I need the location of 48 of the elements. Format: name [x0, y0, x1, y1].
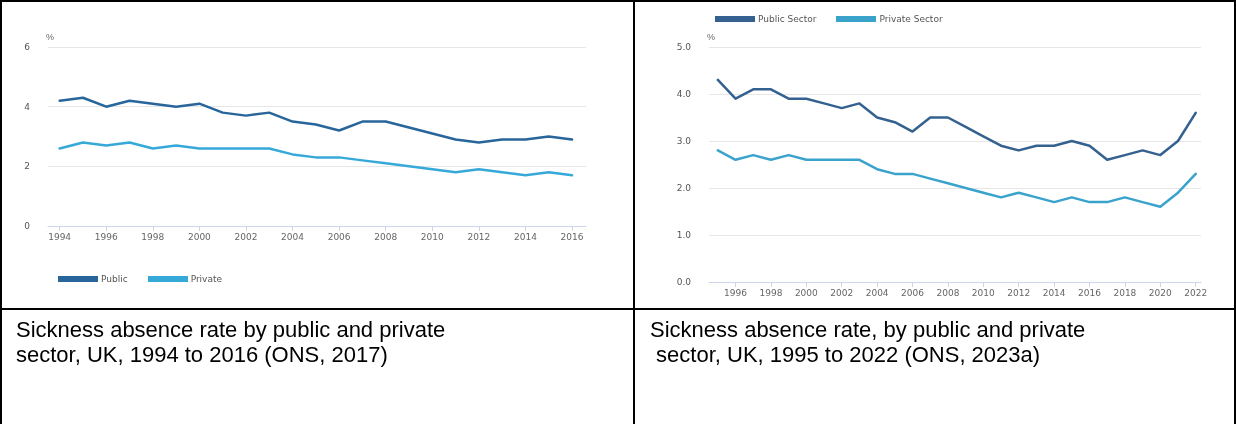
x-tick-label: 2004 [865, 287, 889, 298]
x-tick-label: 2012 [467, 231, 491, 242]
line-series [716, 78, 1197, 162]
x-tick-label: 1998 [759, 287, 783, 298]
x-tick-label: 2000 [794, 287, 819, 298]
x-tick-label: 2014 [1042, 287, 1066, 298]
y-tick-label: 0 [24, 221, 31, 231]
y-tick-label: 4.0 [676, 89, 692, 99]
x-tick-label: 2010 [971, 287, 996, 298]
x-tick-label: 2002 [830, 287, 854, 298]
line-series [716, 149, 1197, 209]
x-tick-label: 2004 [281, 231, 305, 242]
x-tick-label: 2008 [936, 287, 960, 298]
x-tick-label: 2014 [513, 231, 538, 242]
y-axis-title: % [46, 31, 55, 42]
x-tick-label: 1994 [48, 231, 72, 242]
legend-label: Private Sector [879, 14, 943, 24]
line-series [58, 141, 574, 177]
x-tick-label: 1996 [94, 231, 118, 242]
y-axis-title: % [707, 31, 716, 42]
y-tick-label: 2.0 [676, 183, 692, 193]
y-tick-label: 6 [24, 42, 31, 52]
text: Sickness absence rate, by public and private sector, UK, 1995 to 2022 (ONS, 2023a) [650, 317, 1086, 367]
x-tick-label: 2000 [187, 231, 212, 242]
y-tick-label: 1.0 [676, 230, 692, 240]
x-tick-label: 2018 [1113, 287, 1137, 298]
y-tick-label: 0.0 [676, 277, 692, 287]
y-tick-label: 3.0 [676, 136, 692, 146]
x-tick-label: 2006 [327, 231, 351, 242]
x-tick-label: 2008 [374, 231, 398, 242]
y-tick-label: 4 [24, 101, 31, 112]
x-tick-label: 2012 [1007, 287, 1031, 298]
y-tick-label: 2 [24, 161, 30, 172]
x-tick-label: 2022 [1184, 287, 1208, 298]
line-series [58, 96, 574, 144]
x-tick-label: 1996 [724, 287, 748, 298]
x-tick-label: 2020 [1148, 287, 1173, 298]
legend-label: Public [101, 274, 128, 284]
x-tick-label: 1998 [141, 231, 165, 242]
y-tick-label: 5.0 [676, 42, 692, 52]
x-tick-label: 2016 [560, 231, 584, 242]
x-tick-label: 2010 [420, 231, 445, 242]
legend-label: Private [190, 274, 223, 284]
x-tick-label: 2006 [901, 287, 925, 298]
legend-label: Public Sector [758, 14, 817, 24]
x-tick-label: 2016 [1078, 287, 1102, 298]
text: Sickness absence rate by public and private sector, UK, 1994 to 2016 (ONS, 2017) [16, 317, 452, 367]
x-tick-label: 2002 [234, 231, 258, 242]
